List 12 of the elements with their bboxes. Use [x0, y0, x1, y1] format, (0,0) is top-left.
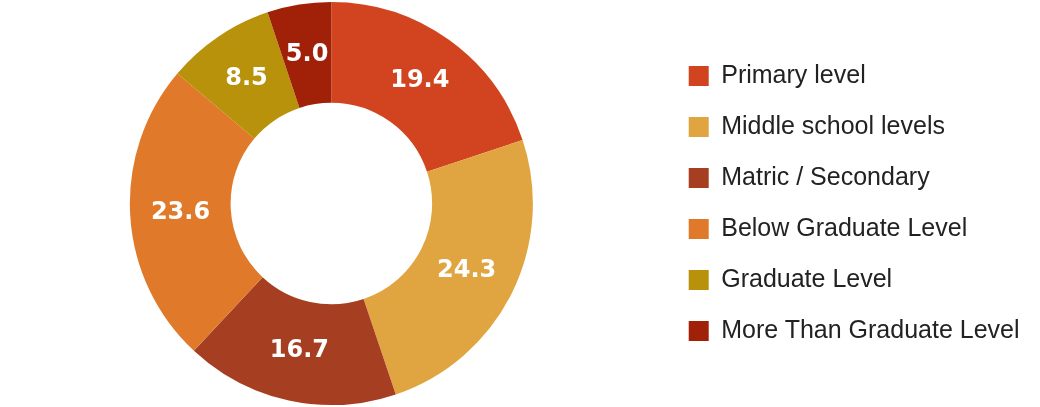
legend-label: Below Graduate Level — [721, 212, 968, 241]
legend-label: Primary level — [721, 59, 866, 88]
data-label: 16.7 — [269, 335, 330, 364]
data-label: 8.5 — [225, 62, 268, 91]
legend-label: More Than Graduate Level — [721, 314, 1020, 343]
data-label: 19.4 — [390, 65, 450, 94]
legend-label: Graduate Level — [721, 263, 893, 292]
data-label: 23.6 — [150, 196, 211, 225]
legend-label: Matric / Secondary — [721, 161, 931, 190]
legend-label: Middle school levels — [721, 110, 945, 139]
data-label: 24.3 — [437, 255, 497, 284]
data-label: 5.0 — [285, 38, 329, 67]
